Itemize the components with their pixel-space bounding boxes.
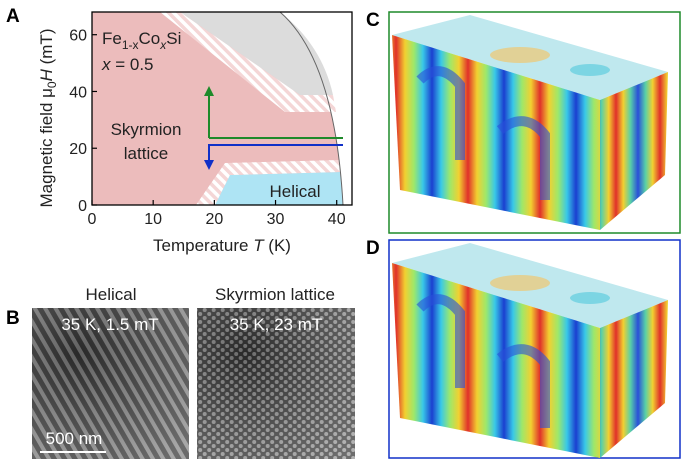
scale-bar-label: 500 nm [46, 429, 103, 448]
phase-boundary [279, 11, 344, 206]
x-tick-label: 10 [144, 211, 162, 228]
formula-part: x [159, 38, 167, 52]
boundary-hatch [196, 160, 340, 205]
phase-diagram: Fe1-xCoxSi x = 0.5 Skyrmion lattice Heli… [37, 11, 353, 255]
axis-title-part: 0 [45, 81, 59, 88]
axis-title-part: Temperature [153, 236, 253, 255]
y-tick-label: 60 [69, 28, 87, 45]
axis-title-part: H [37, 68, 56, 81]
axis-title-part: (mT) [37, 29, 56, 70]
formula-part: Si [166, 29, 181, 48]
axis-title-part: (K) [264, 236, 291, 255]
arrow-head [204, 160, 214, 170]
formula-part: 1-x [122, 38, 139, 52]
micrograph: 35 K, 23 mT [197, 308, 355, 459]
x-axis-title: Temperature T (K) [153, 236, 291, 255]
image-conditions: 35 K, 23 mT [230, 315, 323, 334]
ticks: 0 10 20 30 40 0 20 40 60 [69, 28, 346, 228]
field-path-down [208, 144, 343, 162]
image-conditions: 35 K, 1.5 mT [61, 315, 158, 334]
panel-label: A [6, 6, 20, 27]
image-shading [32, 308, 189, 459]
axis-title-part: Magnetic field [37, 98, 56, 208]
helical-region [215, 172, 343, 205]
formula-part: Fe [102, 29, 122, 48]
x-tick-label: 0 [88, 211, 97, 228]
x-tick-label: 30 [267, 211, 285, 228]
panel-label: C [366, 10, 380, 31]
axis-title-part: T [253, 236, 265, 255]
panel-label: D [366, 238, 380, 259]
y-tick-label: 20 [69, 141, 87, 158]
x-tick-label: 40 [328, 211, 346, 228]
y-axis-title: Magnetic field μ0H (mT) [37, 29, 59, 208]
region-label: Skyrmion [111, 120, 182, 139]
image-title: Skyrmion lattice [215, 285, 335, 304]
image-title: Helical [85, 285, 136, 304]
image-shading [197, 308, 355, 459]
spin-texture-cube [392, 15, 668, 230]
panel-frame [388, 11, 681, 234]
arrow-head [204, 86, 214, 96]
panel-label: B [6, 308, 20, 329]
axis-title-part: μ [37, 88, 56, 98]
boundary-hatch [160, 12, 336, 112]
micrograph: 35 K, 1.5 mT 500 nm [32, 308, 189, 459]
panel-frame [388, 239, 681, 459]
composition-part: = 0.5 [111, 55, 154, 74]
field-path-up [208, 94, 343, 139]
y-tick-label: 40 [69, 84, 87, 101]
x-tick-label: 20 [205, 211, 223, 228]
y-tick-label: 0 [78, 198, 87, 215]
composition: x = 0.5 [101, 55, 154, 74]
formula: Fe1-xCoxSi [102, 29, 181, 52]
region-label: Helical [269, 182, 320, 201]
axes-frame [91, 11, 353, 206]
composition-part: x [101, 55, 111, 74]
region-label: lattice [124, 144, 168, 163]
spin-texture-cube [392, 243, 668, 458]
formula-part: Co [139, 29, 161, 48]
paramagnetic-region [180, 12, 333, 95]
